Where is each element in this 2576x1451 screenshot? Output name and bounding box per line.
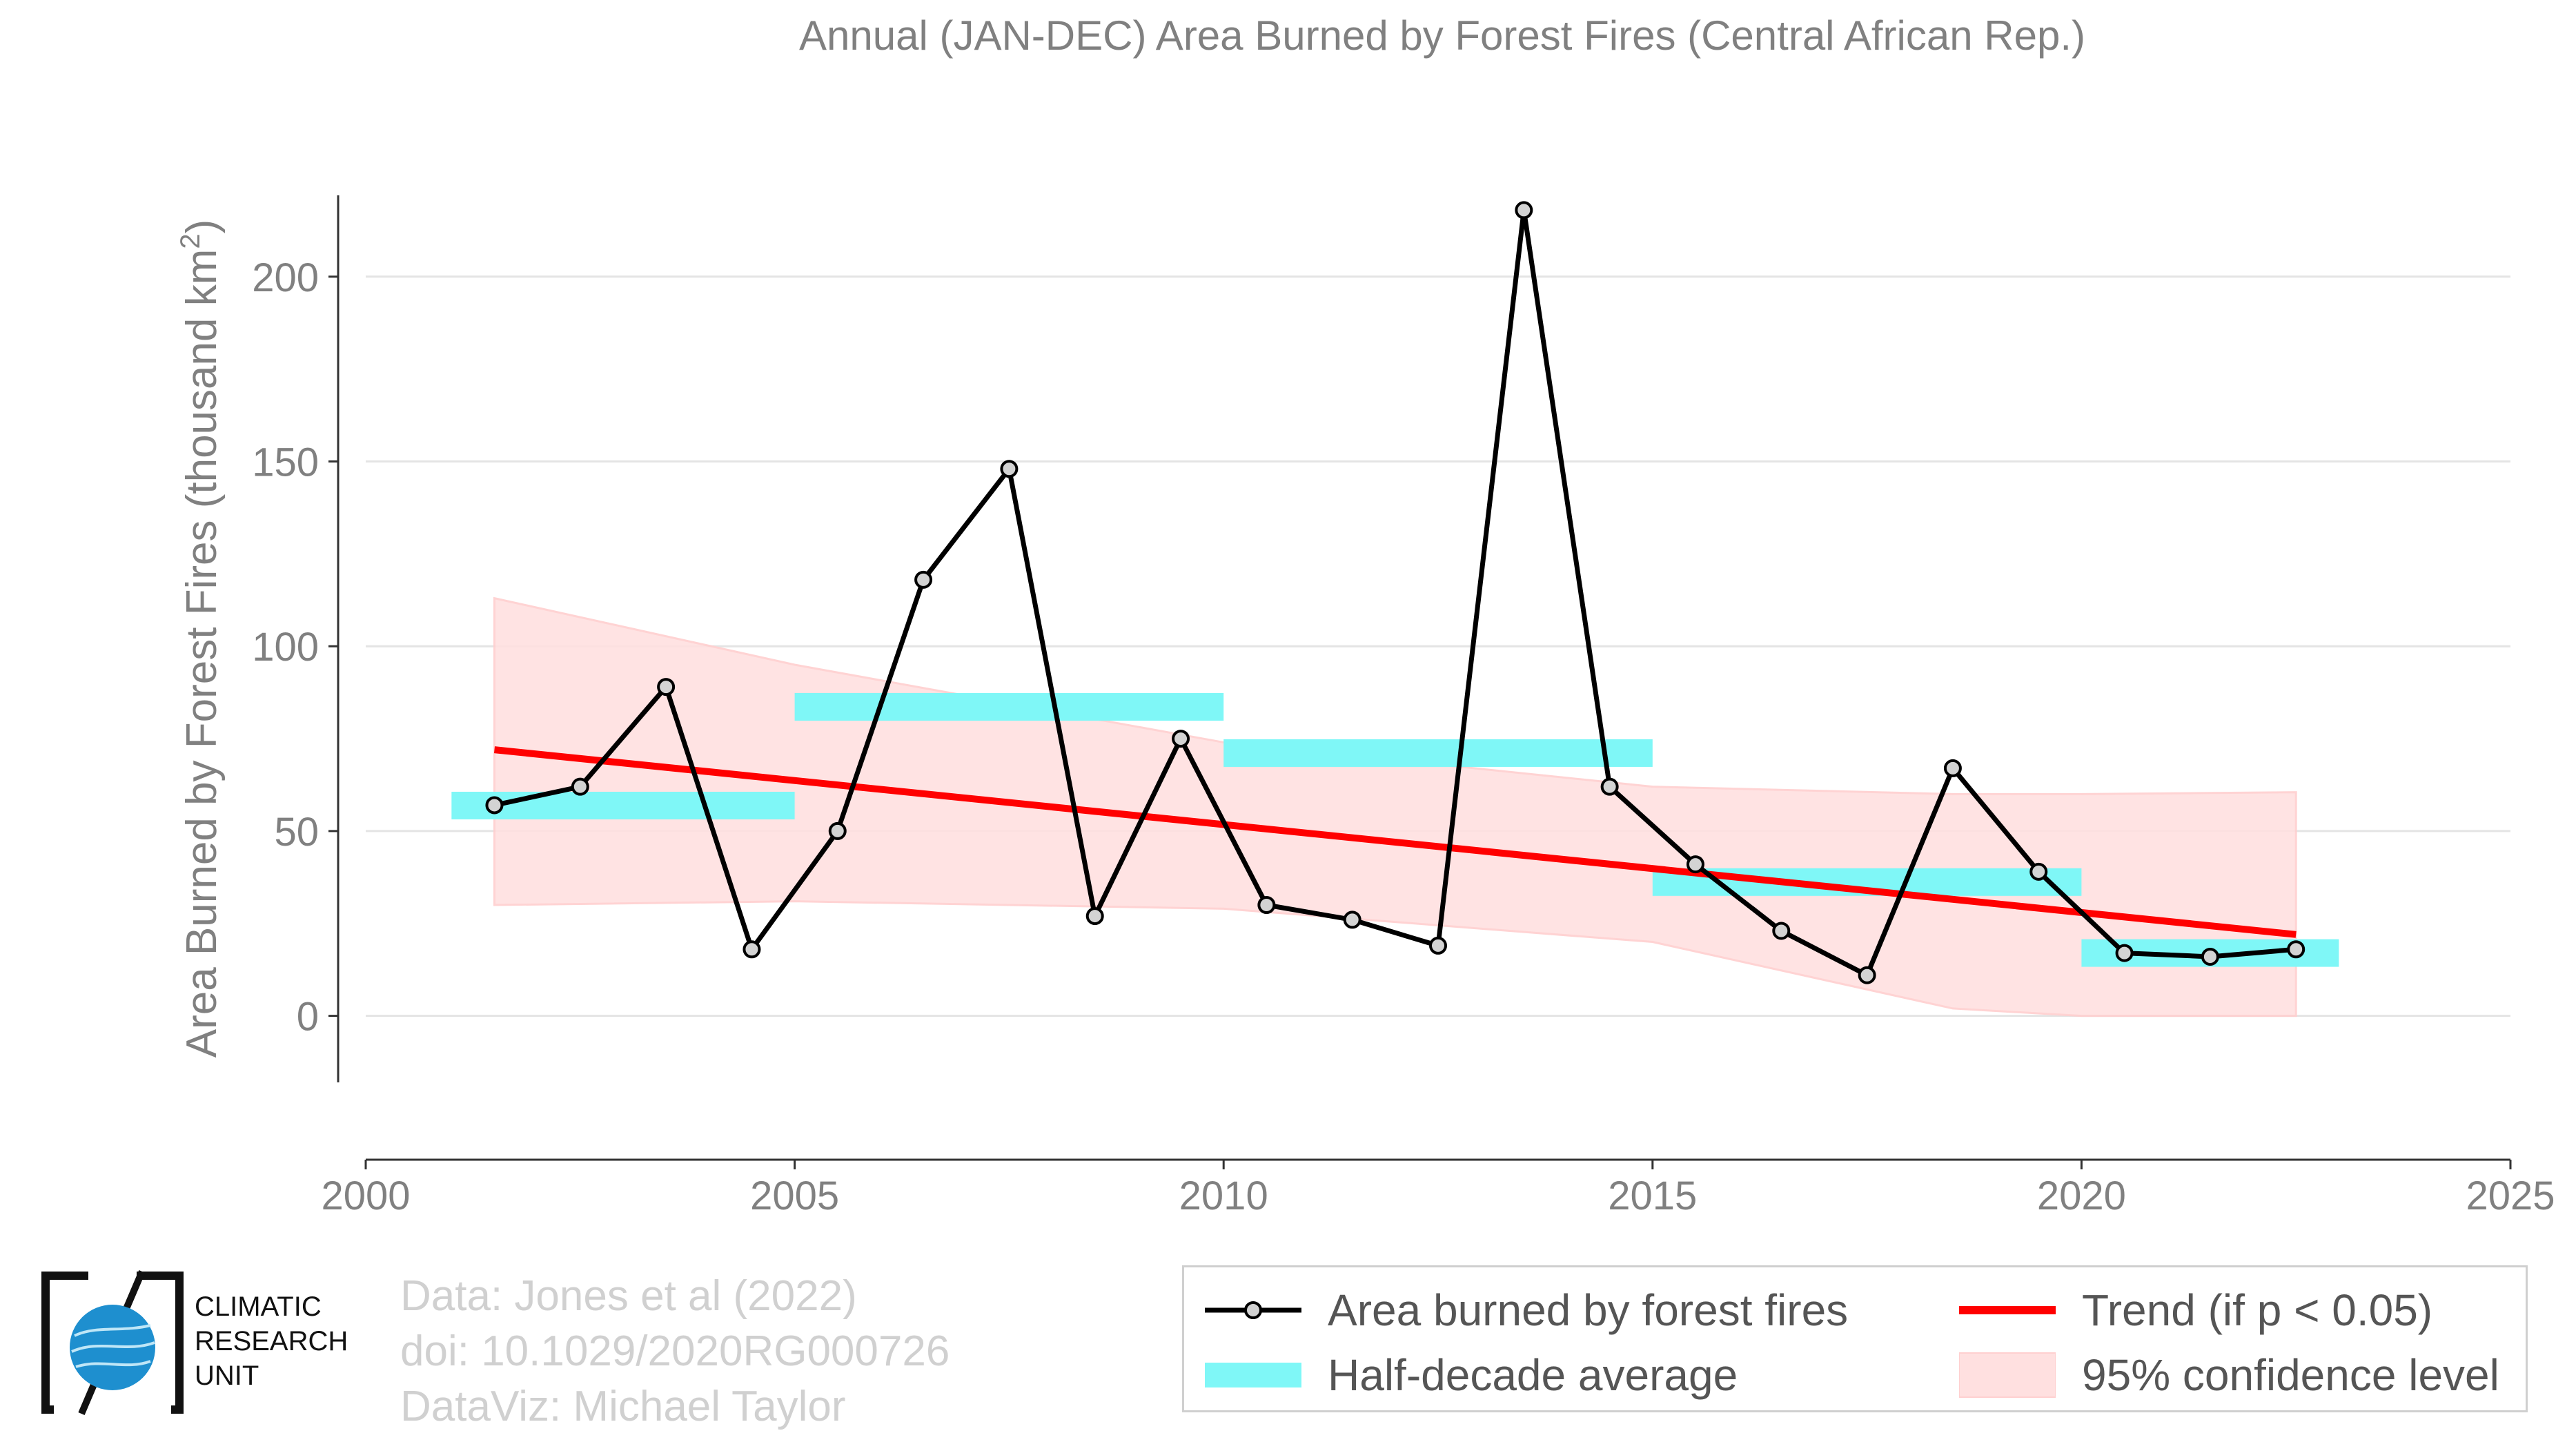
- data-point-2020.5: [2115, 944, 2134, 962]
- legend-key-series: [1205, 1283, 1301, 1338]
- x-ticks: 2000 2005 2010 2015 2020 2025: [321, 1160, 2555, 1218]
- y-tick-label-50: 50: [274, 810, 319, 855]
- trend-line-group: [493, 746, 2297, 938]
- data-point-2009.5: [1172, 730, 1190, 748]
- y-axis-label-superscript: 2: [175, 233, 206, 249]
- data-point-2011.5: [1343, 910, 1361, 929]
- credits: Data: Jones et al (2022) doi: 10.1029/20…: [400, 1269, 950, 1434]
- series-line-0: [493, 207, 2297, 978]
- data-point-2018.5: [1943, 759, 1962, 777]
- legend-item-trend: Trend (if p < 0.05): [1959, 1283, 2432, 1338]
- legend-label-series: Area burned by forest fires: [1328, 1285, 1849, 1335]
- data-point-2014.5: [1600, 777, 1619, 796]
- data-point-2004.5: [743, 940, 761, 959]
- legend-key-trend: [1959, 1283, 2056, 1338]
- y-axis-label-main: Area Burned by Forest Fires (thousand km: [178, 249, 226, 1058]
- credit-data-source: Data: Jones et al (2022): [400, 1272, 857, 1320]
- x-tick-label-2015: 2015: [1608, 1174, 1697, 1218]
- legend-label-confidence: 95% confidence level: [2082, 1350, 2499, 1400]
- logo-line-3: UNIT: [195, 1361, 259, 1391]
- half-decade-bar-2: [1223, 739, 1653, 767]
- logo-line-1: CLIMATIC: [195, 1292, 322, 1322]
- legend-key-half-decade: [1205, 1347, 1301, 1403]
- data-point-2021.5: [2201, 947, 2219, 966]
- legend-label-half-decade: Half-decade average: [1328, 1350, 1738, 1400]
- data-point-2003.5: [657, 678, 676, 697]
- legend-label-trend: Trend (if p < 0.05): [2082, 1285, 2433, 1335]
- data-point-2017.5: [1858, 966, 1876, 984]
- data-point-2006.5: [914, 570, 933, 589]
- half-decade-bars: [451, 693, 2339, 967]
- credit-dataviz: DataViz: Michael Taylor: [400, 1383, 846, 1430]
- data-point-2022.5: [2287, 940, 2305, 959]
- legend: Area burned by forest fires Half-decade …: [1182, 1265, 2528, 1412]
- y-axis-label: Area Burned by Forest Fires (thousand km…: [175, 220, 226, 1058]
- legend-item-series: Area burned by forest fires: [1205, 1283, 1848, 1338]
- y-tick-label-150: 150: [252, 440, 319, 485]
- x-tick-label-2010: 2010: [1179, 1174, 1268, 1218]
- y-tick-label-0: 0: [297, 995, 319, 1040]
- y-ticks: 0 50 100 150 200: [252, 255, 338, 1040]
- data-point-2016.5: [1772, 922, 1791, 940]
- y-tick-label-200: 200: [252, 255, 319, 300]
- data-point-2013.5: [1515, 201, 1533, 220]
- x-tick-label-2005: 2005: [750, 1174, 839, 1218]
- logo-text: CLIMATIC RESEARCH UNIT: [195, 1289, 348, 1393]
- data-point-2019.5: [2029, 862, 2048, 881]
- y-tick-label-100: 100: [252, 625, 319, 670]
- data-point-2015.5: [1686, 855, 1704, 874]
- logo-line-2: RESEARCH: [195, 1326, 348, 1356]
- data-point-2002.5: [571, 777, 589, 796]
- y-axis-label-end: ): [178, 220, 226, 234]
- half-decade-bar-1: [794, 693, 1224, 721]
- cru-logo: [40, 1270, 185, 1415]
- data-point-2012.5: [1429, 936, 1447, 955]
- x-tick-label-2025: 2025: [2466, 1174, 2555, 1218]
- legend-item-confidence: 95% confidence level: [1958, 1347, 2499, 1403]
- chart-title: Annual (JAN-DEC) Area Burned by Forest F…: [799, 12, 2085, 59]
- legend-key-confidence: [1958, 1347, 2056, 1403]
- globe-icon: [41, 1270, 184, 1415]
- data-point-2010.5: [1257, 896, 1276, 914]
- data-point-2008.5: [1085, 907, 1104, 926]
- x-tick-label-2000: 2000: [321, 1174, 410, 1218]
- data-point-2007.5: [1000, 460, 1019, 478]
- data-series-group: [485, 201, 2305, 984]
- legend-item-half-decade: Half-decade average: [1205, 1347, 1738, 1403]
- data-point-2001.5: [485, 796, 504, 815]
- data-point-2005.5: [828, 821, 847, 840]
- trend-line: [493, 746, 2297, 938]
- credit-doi: doi: 10.1029/2020RG000726: [400, 1327, 950, 1375]
- half-decade-bar-0: [451, 791, 795, 819]
- x-tick-label-2020: 2020: [2037, 1174, 2126, 1218]
